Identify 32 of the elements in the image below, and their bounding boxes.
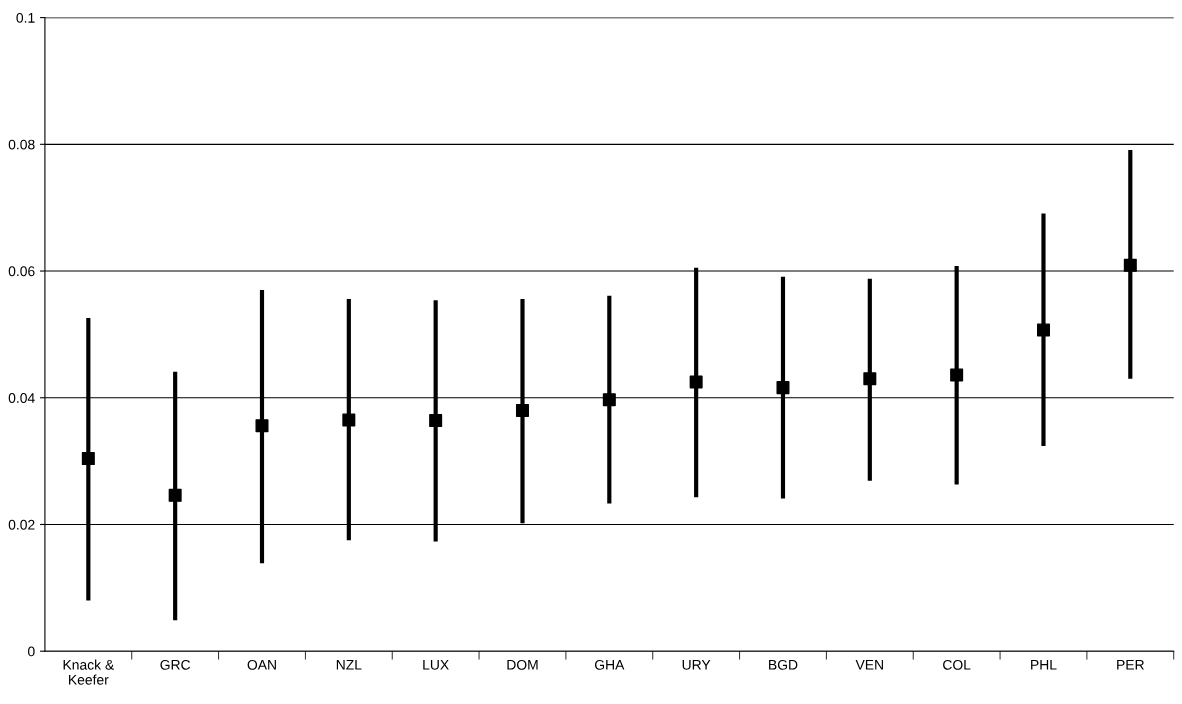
point (689, 375, 703, 389)
y-tick-label: 0.04 (8, 393, 35, 403)
x-tick-label: GHA (594, 659, 625, 670)
x-tick-label: URY (682, 660, 711, 670)
x-tick-label: COL (943, 659, 971, 670)
point (602, 393, 616, 407)
x-tick-label: PHL (1031, 660, 1057, 670)
point (776, 381, 790, 395)
y-tick-label: 0.1 (16, 12, 35, 23)
x-tick-label: BGD (769, 659, 798, 670)
point (1123, 258, 1137, 272)
point (1036, 323, 1050, 337)
point (255, 419, 269, 433)
point (863, 372, 877, 386)
x-tick-label: Knack & Keefer (63, 659, 114, 685)
x-tick-label: OAN (247, 659, 276, 670)
y-tick-label: 0.06 (8, 266, 35, 277)
x-tick-label: GRC (160, 659, 191, 670)
point (81, 452, 95, 466)
x-tick-label: NZL (336, 660, 362, 670)
x-tick-label: LUX (423, 660, 449, 670)
x-tick-label: VEN (855, 660, 883, 670)
point (168, 488, 182, 502)
y-tick-label: 0.02 (8, 519, 35, 530)
y-tick-label: 0.08 (8, 139, 35, 150)
point (342, 413, 356, 427)
point (515, 403, 529, 417)
point (429, 414, 443, 428)
y-tick-label: 0 (28, 646, 35, 657)
x-tick-label: DOM (507, 659, 538, 670)
x-tick-label: PER (1117, 660, 1144, 670)
point (950, 368, 964, 382)
